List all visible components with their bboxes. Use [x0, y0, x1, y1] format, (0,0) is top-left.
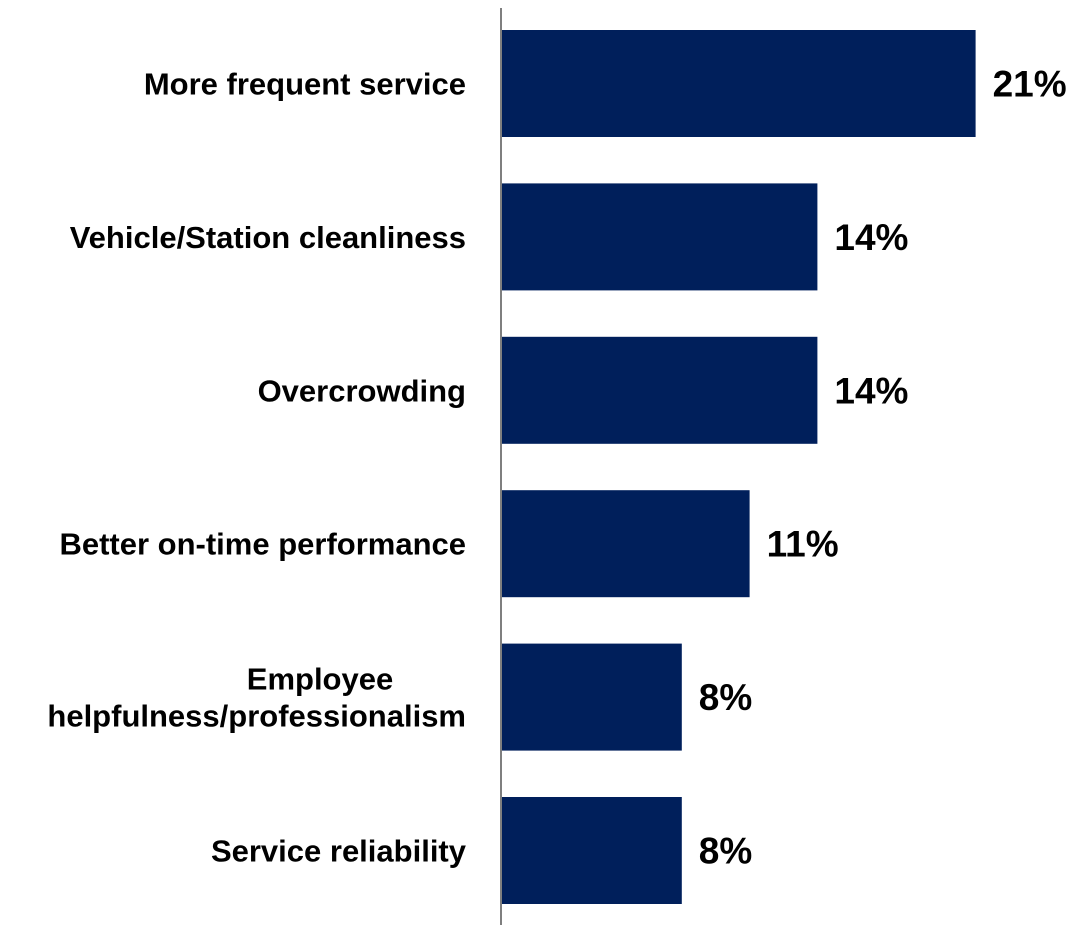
value-label: 8% — [699, 677, 752, 718]
bar — [501, 336, 818, 444]
category-label: Vehicle/Station cleanliness — [70, 220, 466, 255]
category-label: Overcrowding — [258, 373, 466, 408]
value-label: 8% — [699, 831, 752, 872]
bar — [501, 490, 750, 598]
category-label: More frequent service — [144, 67, 466, 102]
bar — [501, 643, 682, 751]
category-label: Service reliability — [211, 834, 467, 869]
bar — [501, 183, 818, 291]
value-label: 11% — [767, 524, 839, 565]
value-label: 14% — [834, 217, 908, 258]
category-label: Employee helpfulness/professionalism — [47, 662, 466, 734]
bar — [501, 797, 682, 904]
category-labels: More frequent service Vehicle/Station cle… — [47, 67, 466, 869]
value-label: 14% — [834, 370, 908, 411]
value-labels: 21% 14% 14% 11% 8% 8% — [699, 64, 1067, 872]
category-label: Better on-time performance — [59, 527, 466, 562]
bar — [501, 30, 976, 137]
bars-layer — [501, 30, 976, 904]
value-label: 21% — [993, 64, 1067, 105]
